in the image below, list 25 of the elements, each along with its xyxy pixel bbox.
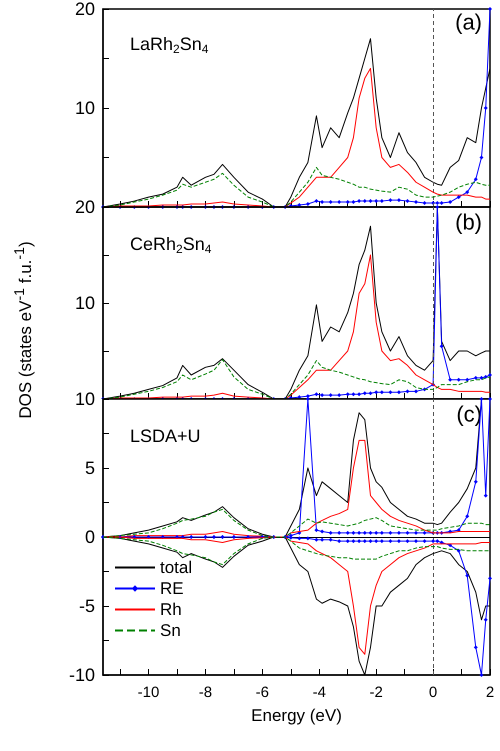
annotation: (c) <box>456 402 482 426</box>
x-tick-label: -8 <box>198 684 212 701</box>
y-tick-label: 20 <box>74 197 95 217</box>
x-tick-label: -2 <box>370 684 383 701</box>
legend-label: Rh <box>160 600 182 619</box>
y-tick-label: 10 <box>74 293 95 313</box>
x-tick-label: -6 <box>256 684 270 701</box>
annotation: LSDA+U <box>130 426 201 446</box>
y-tick-label: -10 <box>68 665 95 685</box>
y-tick-label: 0 <box>84 527 95 547</box>
y-tick-label: -5 <box>78 596 95 616</box>
y-tick-label: 10 <box>74 98 95 118</box>
y-tick-label: 5 <box>84 458 95 478</box>
annotation: (a) <box>455 10 482 34</box>
y-tick-label: 10 <box>74 389 95 409</box>
x-axis-title: Energy (eV) <box>251 706 342 725</box>
x-tick-label: -10 <box>138 684 160 701</box>
legend-label: Sn <box>160 621 181 640</box>
legend-label: total <box>160 558 192 577</box>
y-tick-label: 20 <box>74 0 95 19</box>
x-tick-label: 0 <box>428 684 438 701</box>
annotation: (b) <box>455 210 482 234</box>
legend-label: RE <box>160 579 184 598</box>
x-tick-label: -4 <box>312 684 326 701</box>
x-tick-label: 2 <box>486 684 494 701</box>
